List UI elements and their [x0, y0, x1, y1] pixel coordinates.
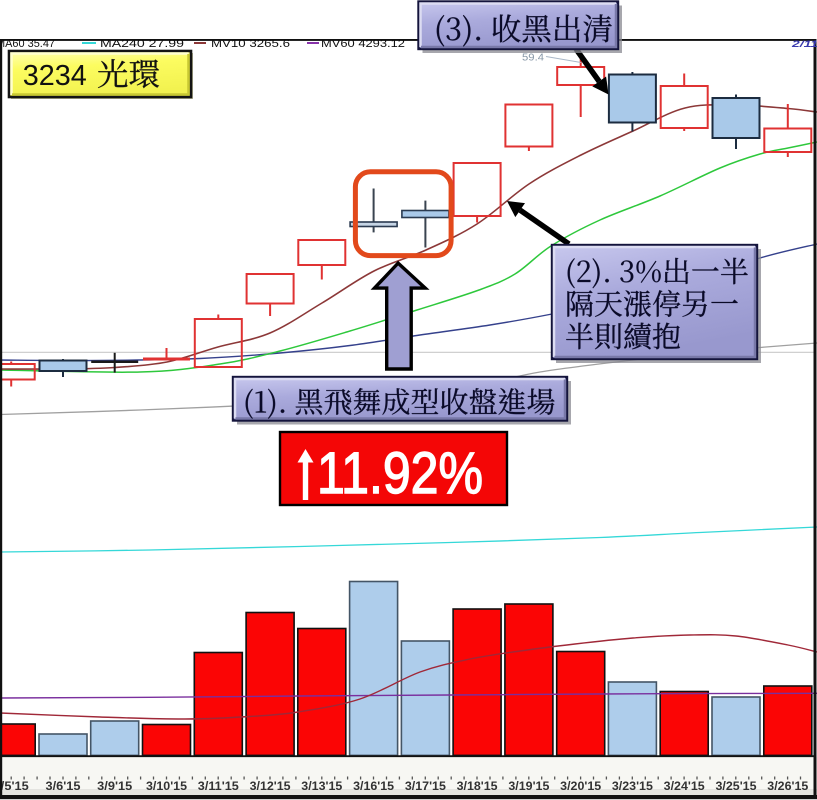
svg-text:59.4: 59.4	[522, 53, 544, 64]
svg-text:3/24'15: 3/24'15	[664, 779, 705, 793]
svg-text:3/26'15: 3/26'15	[767, 779, 808, 793]
svg-text:3/6'15: 3/6'15	[46, 779, 81, 793]
svg-text:3/25'15: 3/25'15	[716, 779, 757, 793]
svg-text:3/17'15: 3/17'15	[405, 779, 446, 793]
svg-text:3/13'15: 3/13'15	[301, 779, 342, 793]
svg-text:3/18'15: 3/18'15	[457, 779, 498, 793]
svg-text:MV10 3265.6: MV10 3265.6	[211, 38, 290, 50]
svg-text:3/11'15: 3/11'15	[198, 779, 239, 793]
svg-text:11.92%: 11.92%	[317, 441, 483, 506]
svg-text:3/5'15: 3/5'15	[0, 779, 29, 793]
svg-text:3/10'15: 3/10'15	[146, 779, 187, 793]
svg-text:3/12'15: 3/12'15	[250, 779, 291, 793]
svg-text:3/19'15: 3/19'15	[508, 779, 549, 793]
svg-text:MA240 27.99: MA240 27.99	[100, 38, 184, 50]
svg-text:3/23'15: 3/23'15	[612, 779, 653, 793]
svg-text:3234: 3234	[23, 60, 87, 92]
svg-text:2/11: 2/11	[791, 39, 817, 50]
svg-text:3/16'15: 3/16'15	[353, 779, 394, 793]
svg-text:MA60 35.47: MA60 35.47	[0, 38, 55, 50]
svg-text:3/9'15: 3/9'15	[97, 779, 132, 793]
svg-text:MV60 4293.12: MV60 4293.12	[321, 38, 405, 50]
svg-text:3/20'15: 3/20'15	[560, 779, 601, 793]
